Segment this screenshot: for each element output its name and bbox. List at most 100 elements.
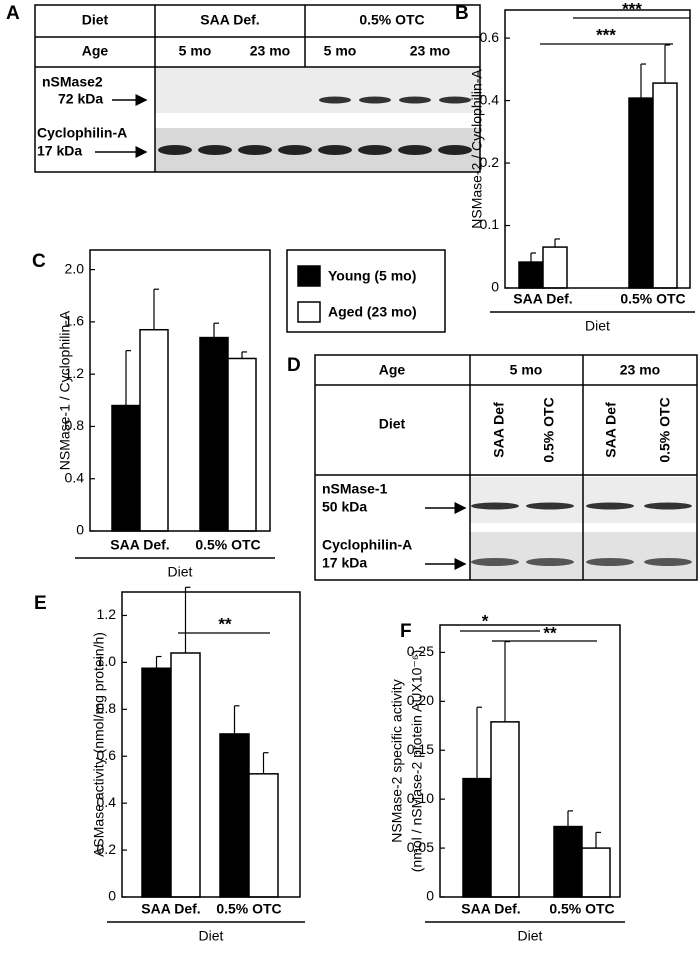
y-tick-label: 0.2 <box>480 154 500 170</box>
y-axis-label: (nmol / nSMase-2 protein AUX10⁻⁶) <box>409 650 425 872</box>
y-tick-label: 0 <box>108 888 116 904</box>
y-axis-label: NSMase-1 / Cyclophilin-A <box>57 310 73 470</box>
row-label: 17 kDa <box>322 555 367 571</box>
header-cell: 23 mo <box>410 43 450 59</box>
y-tick-label: 1.2 <box>97 606 117 622</box>
row-label: Cyclophilin-A <box>37 125 127 141</box>
x-tick-label: 0.5% OTC <box>620 291 685 307</box>
band <box>471 558 519 566</box>
axes-frame <box>504 9 691 289</box>
panel-letter: A <box>6 3 20 24</box>
blot-panel-d: D Age 5 mo 23 mo Diet SAA Def 0.5% OTC S… <box>287 354 698 581</box>
row-label: nSMase-1 <box>322 481 388 497</box>
x-tick-label: SAA Def. <box>141 901 200 917</box>
y-tick-label: 0.20 <box>407 692 434 708</box>
header-cell: Diet <box>82 12 109 28</box>
y-axis-label: NSMase-2 specific activity <box>389 679 405 842</box>
y-tick-label: 1.0 <box>97 653 117 669</box>
header-cell: 23 mo <box>250 43 290 59</box>
y-tick-label: 0 <box>491 279 499 295</box>
row-label: Cyclophilin-A <box>322 537 412 553</box>
significance-label: *** <box>622 0 642 18</box>
y-tick-label: 0.6 <box>97 747 117 763</box>
panel-letter: F <box>400 621 412 642</box>
x-axis-label: Diet <box>585 318 610 334</box>
bar <box>553 825 583 898</box>
significance-label: *** <box>596 25 616 44</box>
bar <box>219 733 250 898</box>
bar <box>518 261 544 289</box>
band <box>438 145 472 155</box>
header-cell: 0.5% OTC <box>541 397 557 462</box>
legend-swatch <box>297 301 321 323</box>
legend-label: Aged (23 mo) <box>328 304 417 320</box>
y-tick-label: 0.8 <box>97 700 117 716</box>
header-cell: 5 mo <box>179 43 212 59</box>
bar <box>542 246 568 289</box>
blot-strip <box>155 67 480 113</box>
x-tick-label: SAA Def. <box>110 537 169 553</box>
header-cell: 23 mo <box>620 362 660 378</box>
y-tick-label: 1.6 <box>65 313 85 329</box>
header-cell: Diet <box>379 416 406 432</box>
y-tick-label: 0.4 <box>97 794 117 810</box>
band <box>358 145 392 155</box>
header-cell: 5 mo <box>324 43 357 59</box>
y-tick-label: 0.25 <box>407 643 434 659</box>
legend: Young (5 mo) Aged (23 mo) <box>286 249 446 333</box>
band <box>526 502 574 510</box>
band <box>278 145 312 155</box>
y-tick-label: 0.4 <box>480 91 500 107</box>
bar <box>199 336 229 532</box>
band <box>644 558 692 566</box>
row-label: nSMase2 <box>42 74 103 90</box>
x-tick-label: 0.5% OTC <box>549 901 614 917</box>
x-axis-label: Diet <box>199 928 224 944</box>
axes-frame <box>121 591 301 898</box>
y-tick-label: 2.0 <box>65 260 85 276</box>
band <box>586 502 634 510</box>
x-tick-label: SAA Def. <box>461 901 520 917</box>
band <box>318 145 352 155</box>
y-axis-label: ASMase activity (nmol/mg protein/h) <box>91 632 107 857</box>
panel-letter: D <box>287 355 301 376</box>
axes-frame <box>89 249 271 532</box>
table-frame <box>34 4 481 173</box>
header-cell: Age <box>82 43 109 59</box>
header-cell: 0.5% OTC <box>657 397 673 462</box>
band <box>359 96 391 104</box>
x-axis-label: Diet <box>168 564 193 580</box>
y-tick-label: 0.6 <box>480 29 500 45</box>
significance-label: ** <box>543 623 557 642</box>
significance-label: * <box>482 611 489 630</box>
y-tick-label: 0.1 <box>480 216 500 232</box>
table-frame <box>314 354 698 581</box>
bar <box>139 328 169 532</box>
band <box>586 558 634 566</box>
blot-panel-a: A Diet SAA Def. 0.5% OTC Age 5 mo 23 mo … <box>6 3 481 173</box>
header-cell: SAA Def <box>603 402 619 458</box>
band <box>319 96 351 104</box>
band <box>644 502 692 510</box>
bar <box>462 777 492 898</box>
band <box>238 145 272 155</box>
bar <box>628 97 654 289</box>
panel-letter: E <box>34 593 47 614</box>
row-label: 50 kDa <box>322 499 367 515</box>
band <box>398 145 432 155</box>
bar <box>581 847 611 898</box>
y-tick-label: 0.2 <box>97 841 117 857</box>
axes-frame <box>439 624 621 898</box>
row-label: 72 kDa <box>58 91 103 107</box>
row-label: 17 kDa <box>37 143 82 159</box>
bar <box>227 357 257 532</box>
bar <box>490 721 520 898</box>
y-axis-label: NSMase-2 / Cyclophilin-A <box>469 69 485 229</box>
band <box>158 145 192 155</box>
header-cell: SAA Def. <box>200 12 259 28</box>
band <box>526 558 574 566</box>
bar <box>141 667 172 898</box>
x-tick-label: 0.5% OTC <box>216 901 281 917</box>
band <box>439 96 471 104</box>
